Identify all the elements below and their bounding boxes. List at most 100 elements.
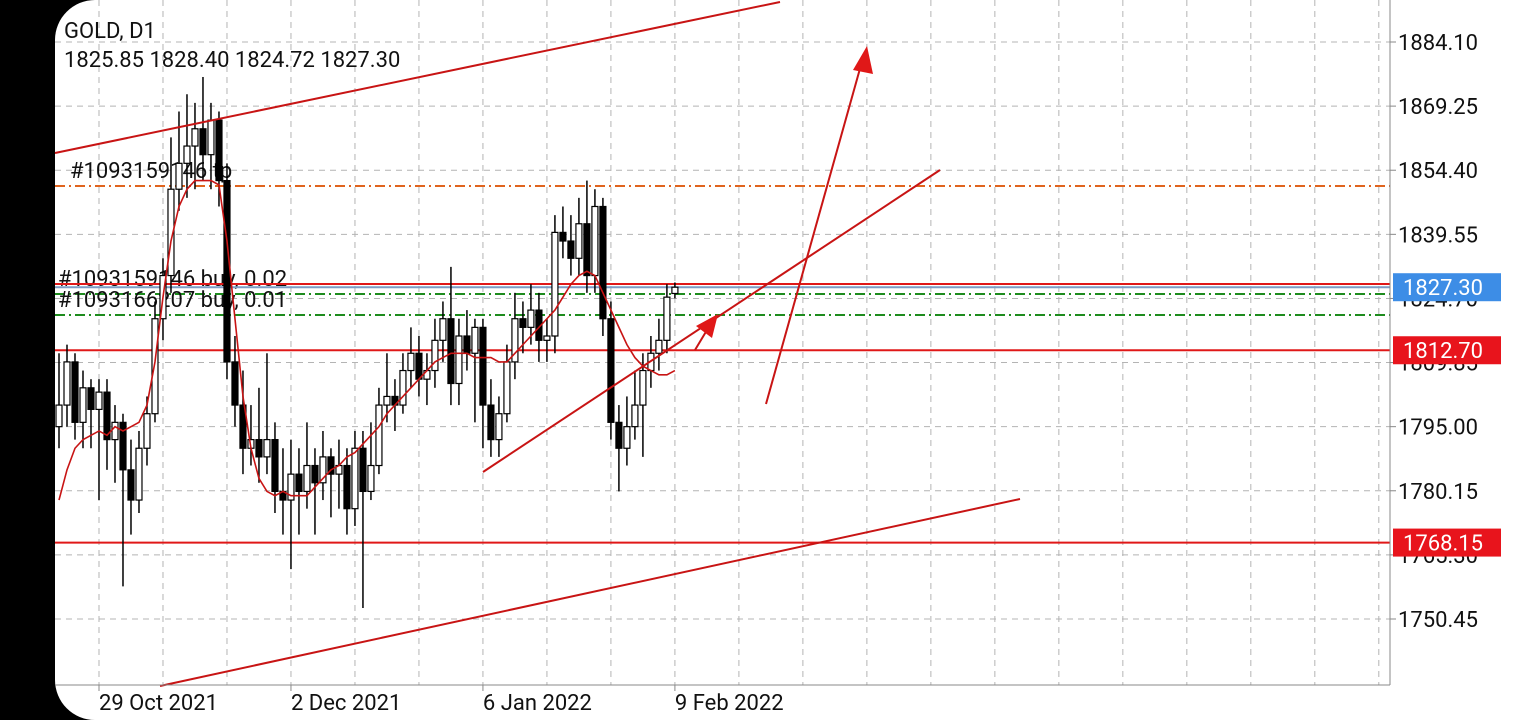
candle-body — [591, 205, 599, 277]
candle-body — [599, 205, 607, 320]
candle-body — [103, 391, 111, 441]
channel-bottom — [159, 498, 1021, 687]
price-badge-label: 1812.70 — [1403, 339, 1483, 364]
y-tick-label: 1854.40 — [1398, 159, 1478, 184]
candle-body — [375, 404, 383, 467]
candle-body — [183, 145, 191, 164]
symbol-title: GOLD, D1 — [64, 19, 156, 44]
y-tick-label: 1780.15 — [1398, 480, 1478, 505]
candle-body — [111, 421, 119, 441]
candle-body — [79, 387, 87, 423]
candle-body — [503, 361, 511, 415]
candle-body — [639, 369, 647, 406]
y-tick-label: 1750.45 — [1398, 608, 1478, 633]
candle-body — [119, 421, 127, 471]
candle-body — [215, 119, 223, 182]
grid — [55, 0, 1390, 685]
candle-body — [631, 404, 639, 428]
x-tick-label: 6 Jan 2022 — [483, 691, 592, 716]
candle-body — [479, 326, 487, 406]
candle-body — [271, 439, 279, 493]
candle-body — [495, 413, 503, 441]
candle-body — [487, 404, 495, 441]
candle-body — [199, 128, 207, 156]
candle-body — [367, 464, 375, 493]
candle-body — [527, 309, 535, 328]
candle-body — [567, 240, 575, 259]
candle-body — [287, 473, 295, 501]
candle-body — [607, 318, 615, 423]
channel-top — [54, 1, 781, 154]
candle-body — [295, 473, 303, 493]
candle-body — [519, 318, 527, 328]
price-badge — [1393, 336, 1501, 365]
moving-average — [58, 179, 676, 501]
y-tick-label: 1795.00 — [1398, 416, 1478, 441]
price-badge — [1393, 528, 1501, 557]
candle-body — [175, 162, 183, 190]
arrow-line-small — [694, 329, 708, 351]
candle-body — [127, 469, 135, 501]
candle-body — [343, 464, 351, 510]
candle-body — [143, 413, 151, 449]
candle-body — [399, 369, 407, 406]
candle-body — [623, 426, 631, 449]
candle-body — [559, 231, 567, 242]
candle-body — [583, 223, 591, 277]
y-tick-label: 1869.25 — [1398, 95, 1478, 120]
screen-fill — [100, 0, 1520, 720]
x-tick-label: 29 Oct 2021 — [99, 691, 218, 716]
candle-body — [511, 318, 519, 363]
candle-body — [655, 339, 663, 354]
candle-body — [95, 391, 103, 410]
y-tick-label: 1884.10 — [1398, 31, 1478, 56]
candle-body — [231, 361, 239, 406]
candle-body — [439, 318, 447, 341]
price-badge-label: 1827.30 — [1403, 276, 1483, 301]
candle-body — [263, 439, 271, 458]
candle-body — [663, 296, 671, 341]
candle-body — [239, 404, 247, 449]
x-tick-label: 9 Feb 2022 — [675, 691, 784, 716]
candle-body — [463, 335, 471, 354]
ohlc-label: 1825.85 1828.40 1824.72 1827.30 — [64, 48, 400, 73]
order-label: #1093166207 buy, 0.01 — [58, 288, 287, 313]
candle-body — [55, 404, 63, 428]
arrow-line — [765, 64, 862, 405]
candle-body — [167, 188, 175, 277]
candle-body — [63, 361, 71, 406]
candle-body — [255, 439, 263, 458]
candle-body — [551, 231, 559, 337]
price-badge-label: 1768.15 — [1403, 532, 1483, 557]
candle-body — [351, 447, 359, 510]
price-badge — [1393, 273, 1501, 302]
candle-body — [575, 223, 583, 259]
candle-body — [447, 318, 455, 385]
candle-body — [455, 335, 463, 385]
candle-body — [135, 447, 143, 501]
candle-body — [671, 286, 679, 295]
candle-body — [407, 352, 415, 372]
candle-body — [303, 464, 311, 493]
candle-body — [311, 464, 319, 484]
candle-body — [327, 456, 335, 475]
candle-body — [415, 352, 423, 380]
candle-body — [383, 395, 391, 406]
candle-body — [319, 456, 327, 484]
y-tick-label: 1839.55 — [1398, 223, 1478, 248]
candle-body — [543, 335, 551, 341]
candle-body — [431, 339, 439, 372]
candle-body — [191, 128, 199, 147]
candle-body — [223, 179, 231, 363]
candles — [55, 76, 679, 608]
candle-body — [87, 387, 95, 410]
arrow-head — [853, 46, 873, 74]
arrow-head-small — [696, 314, 718, 338]
candle-body — [471, 326, 479, 354]
candle-body — [359, 447, 367, 493]
x-tick-label: 2 Dec 2021 — [291, 691, 401, 716]
candle-body — [615, 421, 623, 449]
candle-body — [71, 361, 79, 423]
